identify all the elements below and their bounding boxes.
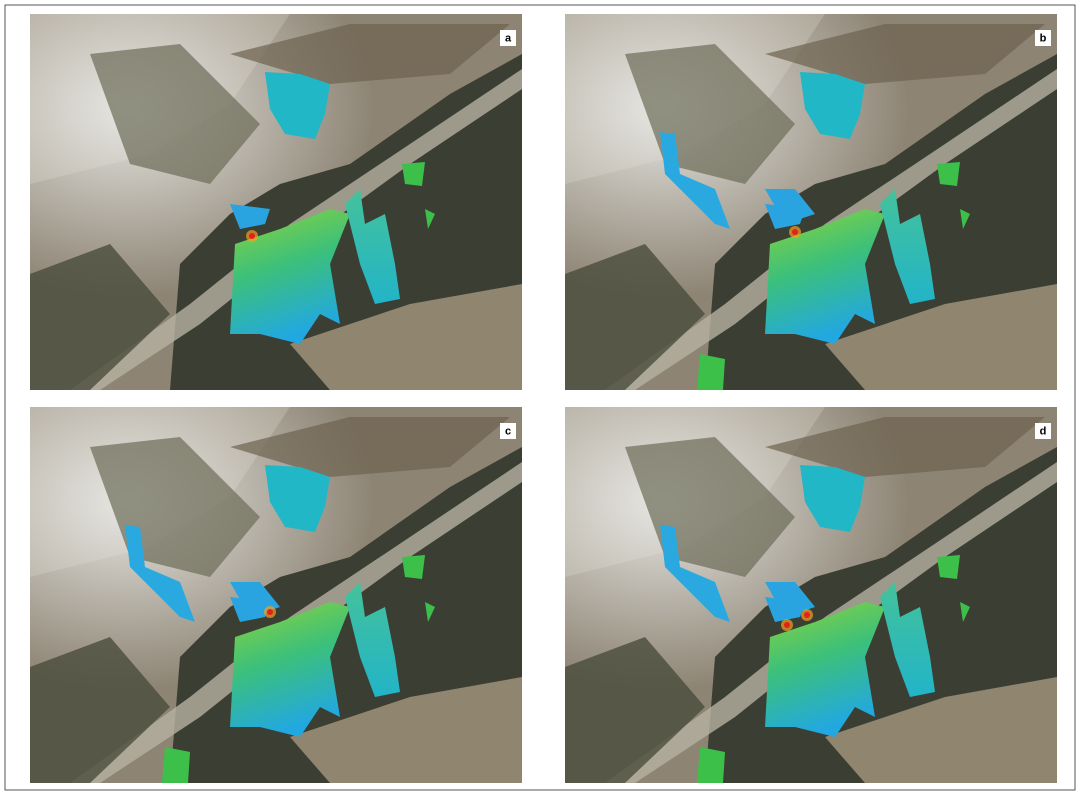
figure: a b c d xyxy=(0,0,1080,794)
source-point xyxy=(804,612,810,618)
source-point xyxy=(784,622,790,628)
map-panel: d xyxy=(565,407,1057,783)
panel-label: c xyxy=(505,425,511,437)
source-point xyxy=(267,609,273,615)
map-panel: a xyxy=(30,14,522,390)
panel-label: a xyxy=(505,32,512,44)
source-point xyxy=(249,233,255,239)
map-panel: b xyxy=(565,14,1057,390)
source-point xyxy=(792,229,798,235)
panel-label: d xyxy=(1040,425,1047,437)
panel-label: b xyxy=(1040,32,1047,44)
map-panel: c xyxy=(30,407,522,783)
